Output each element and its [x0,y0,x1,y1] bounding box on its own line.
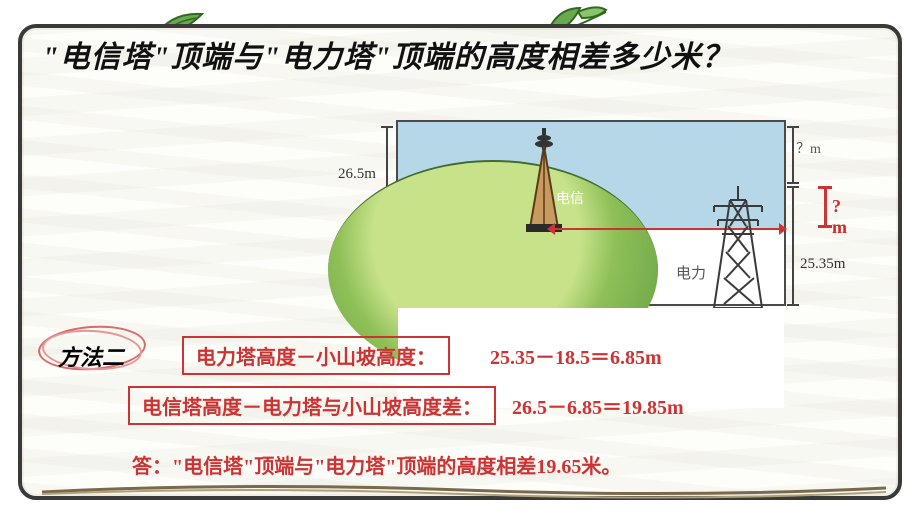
diagram: 26.5m 18.5m 电信 [352,120,832,320]
power-label: 电力 [676,262,706,283]
step1-calc: 25.35－18.5＝6.85m [490,341,662,370]
step2-calc: 26.5－6.85＝19.85m [512,391,684,420]
step2-desc: 电信塔高度－电力塔与小山坡高度差： [128,386,496,425]
dim-power-height [792,186,794,306]
telecom-height-label: 26.5m [338,166,376,183]
step2-row: 电信塔高度－电力塔与小山坡高度差： 26.5－6.85＝19.85m [128,386,684,425]
dim-unknown-red [824,186,827,228]
telecom-label: 电信 [556,188,584,208]
telecom-tower-icon [526,128,562,232]
twig-bottom-icon [42,478,886,502]
step1-row: 电力塔高度－小山坡高度： 25.35－18.5＝6.85m [182,336,662,375]
power-tower-icon [706,186,770,308]
dim-unknown-top [792,126,794,184]
method-badge: 方法二 [50,338,132,374]
power-height-label: 25.35m [800,256,845,273]
unknown-side-label: ?m [832,196,847,238]
question-text: "电信塔"顶端与"电力塔"顶端的高度相差多少米？ [42,38,878,79]
unknown-top-label: ？m [796,138,821,158]
page-frame: "电信塔"顶端与"电力塔"顶端的高度相差多少米？ 26.5m 18.5m [18,24,902,500]
diagram-frame: 电信 电力 [396,120,786,306]
step1-desc: 电力塔高度－小山坡高度： [182,336,450,375]
answer-text: 答："电信塔"顶端与"电力塔"顶端的高度相差19.65米。 [132,450,868,479]
